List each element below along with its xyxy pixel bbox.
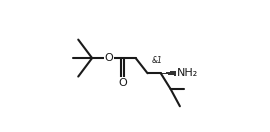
Text: O: O [118, 78, 127, 88]
Text: O: O [104, 53, 113, 63]
Text: NH₂: NH₂ [177, 68, 198, 78]
Text: &1: &1 [151, 56, 162, 65]
